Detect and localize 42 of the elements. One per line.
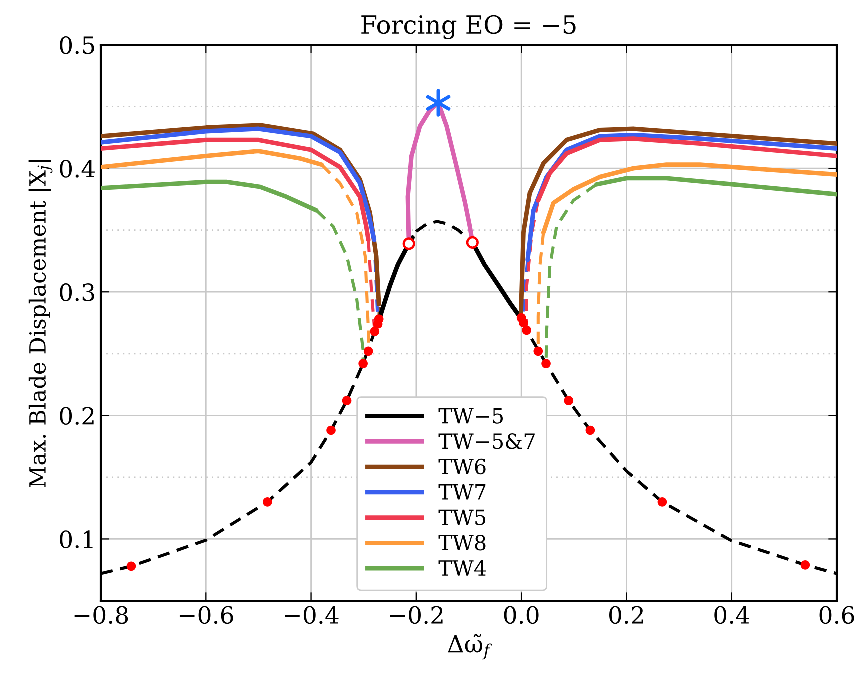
legend-label: TW4 bbox=[438, 560, 486, 576]
point bbox=[402, 238, 416, 250]
x-tick-label: 0.4 bbox=[714, 606, 750, 624]
legend-label: TW8 bbox=[438, 535, 486, 551]
legend-label: TW6 bbox=[438, 458, 486, 475]
legend-label: TW−5&7 bbox=[438, 434, 535, 450]
point bbox=[370, 326, 380, 336]
x-tick-label: −0.6 bbox=[180, 606, 234, 624]
y-tick-label: 0.5 bbox=[60, 36, 94, 54]
point bbox=[374, 314, 384, 324]
point bbox=[586, 426, 596, 436]
y-tick-label: 0.3 bbox=[60, 284, 94, 302]
x-tick-label: 0.2 bbox=[609, 606, 644, 624]
point bbox=[522, 326, 532, 336]
point bbox=[534, 346, 544, 356]
point bbox=[542, 359, 551, 368]
legend-label: TW5 bbox=[438, 510, 486, 526]
x-axis-title: Δω̃$_{f}$ bbox=[448, 634, 492, 660]
y-tick-label: 0.2 bbox=[60, 407, 94, 425]
point bbox=[358, 359, 368, 368]
point bbox=[519, 318, 528, 328]
point bbox=[364, 346, 374, 356]
y-axis-title: Max. Blade Displacement |X$_{j}$| bbox=[28, 160, 53, 488]
legend-label: TW7 bbox=[438, 484, 486, 500]
x-tick-label: 0.6 bbox=[820, 606, 854, 624]
y-tick-label: 0.4 bbox=[60, 160, 95, 178]
chart-title: Forcing EO = −5 bbox=[362, 15, 576, 40]
point bbox=[342, 396, 352, 406]
point bbox=[564, 396, 574, 406]
point bbox=[800, 560, 810, 570]
y-tick-label: 0.1 bbox=[60, 530, 93, 549]
x-tick-label: −0.4 bbox=[285, 606, 339, 624]
point bbox=[466, 236, 479, 249]
point bbox=[262, 497, 272, 507]
point bbox=[658, 497, 668, 507]
point bbox=[426, 89, 451, 117]
x-tick-label: 0.0 bbox=[504, 606, 539, 624]
x-tick-label: −0.8 bbox=[74, 606, 128, 624]
point bbox=[126, 562, 136, 572]
x-tick-label: −0.2 bbox=[390, 606, 443, 624]
point bbox=[326, 426, 336, 436]
legend-label: TW−5 bbox=[438, 408, 503, 424]
